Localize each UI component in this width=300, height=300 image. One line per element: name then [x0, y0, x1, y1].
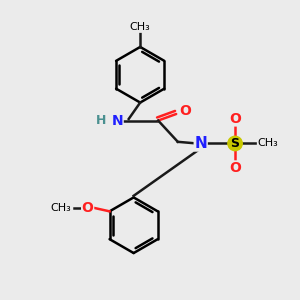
Text: O: O	[82, 201, 94, 215]
Text: CH₃: CH₃	[130, 22, 151, 32]
Text: O: O	[229, 112, 241, 126]
Text: CH₃: CH₃	[50, 203, 71, 213]
Text: CH₃: CH₃	[257, 139, 278, 148]
Circle shape	[228, 136, 242, 151]
Text: S: S	[231, 137, 240, 150]
Text: H: H	[96, 114, 106, 127]
Text: N: N	[112, 114, 123, 128]
Text: O: O	[229, 161, 241, 175]
Text: O: O	[179, 104, 191, 118]
Text: N: N	[194, 136, 207, 151]
